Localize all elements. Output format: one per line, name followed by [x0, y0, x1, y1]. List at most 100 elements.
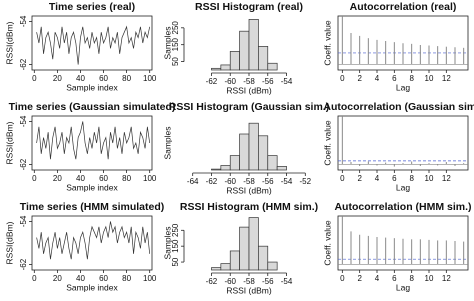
panel-title: RSSI Histogram (real)	[195, 1, 303, 13]
hist-bar	[220, 263, 231, 271]
panel-title: Autocorrelation (real)	[350, 1, 457, 13]
x-tick-label: 10	[425, 74, 434, 83]
x-tick-label: -62	[206, 177, 218, 186]
x-tick-label: 0	[32, 174, 37, 183]
x-tick-label: 0	[32, 74, 37, 83]
hist-bar	[211, 267, 222, 271]
hist-bar	[229, 155, 240, 171]
panel: Time series (HMM simulated) -62 -54 0 20 40 60…	[4, 201, 164, 292]
x-axis-label: Lag	[396, 182, 410, 192]
x-tick-label: 4	[375, 74, 380, 83]
plot-frame	[31, 215, 153, 271]
x-tick-label: -62	[206, 277, 218, 286]
x-tick-label: -60	[224, 77, 236, 86]
hist-bar	[258, 46, 269, 71]
hist-bar	[229, 250, 240, 271]
panel: Time series (Gaussian simulated) -62 -54 0 2…	[4, 101, 175, 192]
x-tick-label: 100	[143, 74, 157, 83]
panel-title: RSSI Histogram (HMM sim.)	[180, 201, 318, 213]
y-tick-label: 50	[171, 257, 180, 266]
x-tick-label: 8	[409, 274, 414, 283]
panel: Autocorrelation (Gaussian sim.) 0 2 4 6 8 10 12…	[322, 101, 474, 192]
x-tick-label: -56	[262, 277, 274, 286]
x-axis-label: RSSI (dBm)	[226, 285, 272, 295]
y-tick-label: -62	[19, 58, 28, 70]
x-tick-label: 40	[76, 274, 85, 283]
x-axis-label: RSSI (dBm)	[226, 85, 272, 95]
hist-bar	[276, 166, 287, 171]
x-tick-label: 40	[76, 174, 85, 183]
hist-bar	[248, 19, 259, 71]
x-tick-label: -60	[224, 177, 236, 186]
panel-title: Autocorrelation (Gaussian sim.)	[323, 101, 474, 113]
y-tick-label: 250	[171, 21, 180, 35]
x-tick-label: 6	[392, 274, 397, 283]
x-tick-label: 8	[409, 174, 414, 183]
hist-bar	[239, 133, 250, 171]
panel-title: Autocorrelation (HMM sim.)	[334, 201, 471, 213]
x-axis-label: Lag	[396, 82, 410, 92]
panel-title: Time series (real)	[49, 1, 135, 13]
y-axis-label: Coeff. value	[322, 220, 332, 265]
x-tick-label: 0	[340, 274, 345, 283]
y-axis-label: Samples	[162, 26, 172, 59]
x-tick-label: -64	[187, 177, 199, 186]
x-tick-label: -62	[206, 77, 218, 86]
panel: Autocorrelation (real) 0 2 4 6 8 10 12 Lag Coeff.…	[322, 1, 469, 92]
plot-frame	[337, 215, 469, 271]
y-axis-label: RSSI(dBm)	[4, 221, 14, 264]
x-tick-label: 6	[392, 174, 397, 183]
plot-frame	[31, 15, 153, 71]
x-tick-label: -54	[281, 177, 293, 186]
x-tick-label: 20	[53, 274, 62, 283]
y-tick-label: -62	[19, 158, 28, 170]
plot-area	[338, 16, 468, 65]
panel: RSSI Histogram (real) 50 150 250 -62 -60 -58 -5…	[162, 1, 303, 95]
hist-bar	[258, 245, 269, 271]
x-tick-label: 12	[442, 274, 451, 283]
x-tick-label: 6	[392, 74, 397, 83]
x-tick-label: 20	[53, 74, 62, 83]
x-tick-label: 12	[442, 174, 451, 183]
series-line	[36, 25, 151, 65]
x-tick-label: -56	[262, 77, 274, 86]
x-tick-label: 60	[99, 174, 108, 183]
hist-bar	[239, 30, 250, 71]
x-tick-label: 2	[357, 74, 362, 83]
x-tick-label: 12	[442, 74, 451, 83]
x-tick-label: -58	[243, 77, 255, 86]
x-tick-label: 2	[357, 274, 362, 283]
series-line	[36, 121, 151, 160]
hist-bar	[248, 217, 259, 271]
x-tick-label: 20	[53, 174, 62, 183]
x-axis-label: Sample index	[66, 82, 118, 92]
panel-title: RSSI Histogram (Gaussian sim.)	[169, 101, 329, 113]
y-axis-label: Coeff. value	[322, 120, 332, 165]
x-tick-label: 0	[340, 74, 345, 83]
x-tick-label: -58	[243, 277, 255, 286]
x-tick-label: 60	[99, 74, 108, 83]
x-axis-label: Sample index	[66, 182, 118, 192]
x-tick-label: 80	[122, 274, 131, 283]
x-tick-label: -54	[281, 77, 293, 86]
x-axis-label: RSSI (dBm)	[226, 185, 272, 195]
y-tick-label: 150	[171, 37, 180, 51]
y-axis-label: Coeff. value	[322, 20, 332, 65]
panel-title: Time series (HMM simulated)	[20, 201, 165, 213]
x-tick-label: -54	[281, 277, 293, 286]
x-tick-label: 80	[122, 74, 131, 83]
hist-bar	[239, 226, 250, 271]
x-tick-label: 0	[32, 274, 37, 283]
x-tick-label: 80	[122, 174, 131, 183]
y-tick-label: -62	[19, 258, 28, 270]
hist-bar	[258, 135, 269, 171]
x-axis-label: Lag	[396, 282, 410, 292]
x-tick-label: 0	[340, 174, 345, 183]
y-axis-label: RSSI(dBm)	[4, 21, 14, 64]
y-tick-label: 50	[171, 57, 180, 66]
y-tick-label: 250	[171, 223, 180, 237]
y-tick-label: -54	[19, 215, 28, 227]
hist-bar	[267, 261, 278, 271]
panel: RSSI Histogram (Gaussian sim.) -64 -62 -60 -…	[162, 101, 329, 195]
hist-bar	[267, 155, 278, 171]
